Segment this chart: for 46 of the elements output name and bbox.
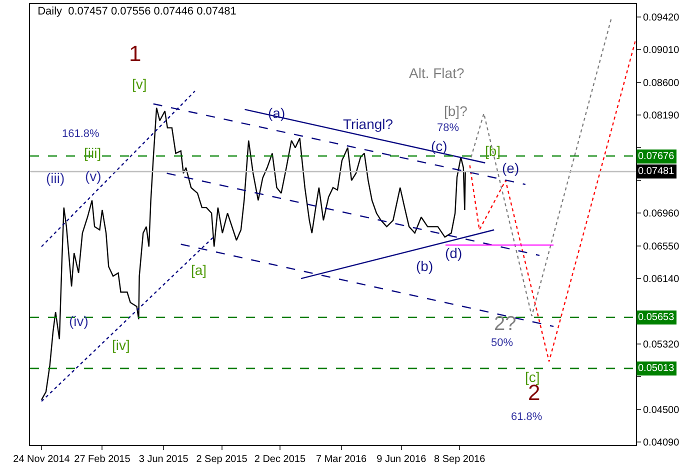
y-tick-label: 0.09420 <box>643 12 680 24</box>
y-tick-label: 0.09010 <box>643 45 680 56</box>
ref-line-label: 0.05013 <box>638 363 675 374</box>
ref-line-label: 0.07676 <box>638 151 675 162</box>
chart-title: Daily 0.07457 0.07556 0.07446 0.07481 <box>38 6 236 18</box>
x-tick-label: 8 Sep 2016 <box>434 454 486 465</box>
x-tick-label: 24 Nov 2014 <box>13 454 70 465</box>
annotation: (iii) <box>46 170 65 186</box>
ref-line-label: 0.05653 <box>638 312 675 323</box>
annotation: (d) <box>445 245 462 261</box>
annotation: 78% <box>437 122 460 134</box>
annotation: (b) <box>416 258 434 274</box>
annotation: (e) <box>502 160 520 176</box>
ref-line-label: 0.07481 <box>638 166 675 177</box>
annotation: [iv] <box>112 337 130 353</box>
annotation: [v] <box>132 76 147 92</box>
annotation: [b] <box>485 143 501 159</box>
line-series <box>470 16 612 317</box>
annotation: [a] <box>191 262 207 278</box>
y-tick-label: 0.08600 <box>643 78 680 89</box>
y-tick-label: 0.06550 <box>643 241 680 252</box>
annotation: Alt. Flat? <box>409 65 464 81</box>
annotation: [iii] <box>84 145 102 161</box>
x-tick-label: 9 Jun 2016 <box>376 454 427 465</box>
y-tick-label: 0.08190 <box>643 110 680 122</box>
annotation: (iv) <box>69 313 88 329</box>
annotation: (v) <box>85 168 102 184</box>
y-tick-label: 0.05320 <box>643 339 680 350</box>
x-tick-label: 3 Jun 2015 <box>138 454 189 465</box>
y-tick-label: 0.04500 <box>643 404 680 416</box>
annotation: (c) <box>431 138 448 154</box>
x-tick-label: 2 Dec 2015 <box>254 454 306 465</box>
annotation: 61.8% <box>511 411 542 423</box>
annotation: 50% <box>491 337 514 349</box>
y-tick-label: 0.06960 <box>643 208 680 220</box>
x-tick-label: 7 Mar 2016 <box>316 454 368 465</box>
annotation: 2? <box>494 313 516 335</box>
annotation: [b]? <box>444 103 468 119</box>
annotation: 1 <box>129 41 142 66</box>
x-tick-label: 27 Feb 2015 <box>74 454 131 465</box>
line-series <box>40 107 466 400</box>
x-tick-label: 2 Sep 2015 <box>196 454 248 465</box>
y-tick-label: 0.06140 <box>643 274 680 286</box>
annotation: 161.8% <box>62 128 100 140</box>
y-tick-label: 0.04090 <box>643 438 680 449</box>
annotation: Triangl? <box>343 116 394 132</box>
